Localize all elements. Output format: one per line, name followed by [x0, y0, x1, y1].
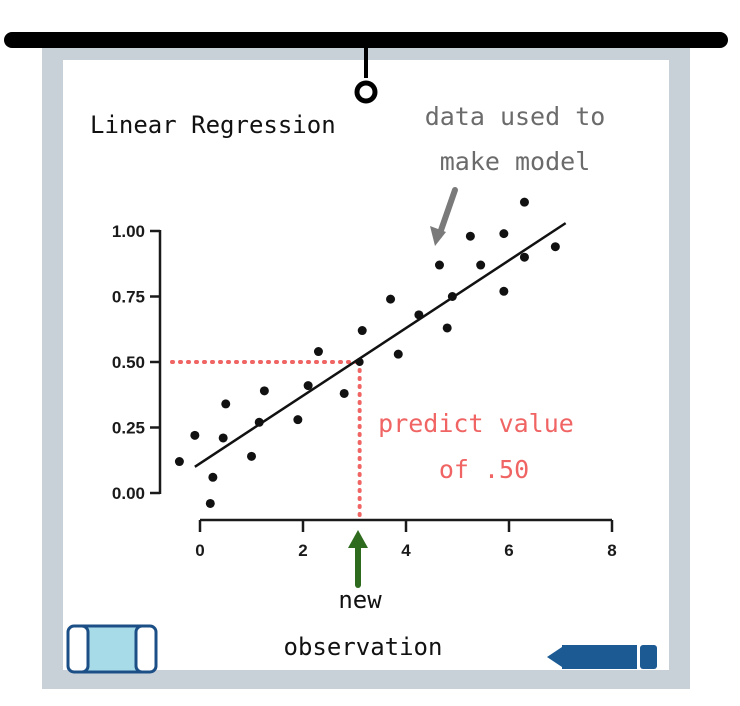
regression-line [194, 222, 567, 468]
data-point [519, 197, 529, 207]
x-tick-label: 8 [607, 541, 616, 560]
data-point [247, 451, 256, 461]
annotation-predict-line-1: predict value [378, 409, 574, 438]
data-point [259, 386, 269, 396]
plot-area: 0.00 0.25 0.50 0.75 1.00 0 2 4 6 8 [112, 197, 617, 560]
annotation-predict-line-2: of .50 [439, 455, 529, 484]
x-tick-label: 4 [401, 541, 411, 560]
data-point [303, 381, 313, 391]
x-tick-label: 2 [298, 541, 307, 560]
data-point [519, 252, 529, 262]
data-point [465, 231, 475, 241]
annotation-new-line-1: new [338, 586, 382, 614]
data-point [174, 457, 184, 467]
annotation-new-line-2: observation [284, 633, 443, 661]
data-point [357, 326, 367, 336]
prediction-point [355, 358, 364, 366]
hanger-hook-icon [354, 48, 378, 104]
chart-title: Linear Regression [90, 111, 336, 139]
data-point [313, 347, 323, 357]
data-point [499, 229, 509, 239]
data-point [386, 294, 396, 304]
eraser-icon [66, 624, 158, 674]
data-point [208, 472, 218, 482]
board-surface [63, 60, 669, 670]
x-tick-label: 6 [504, 541, 513, 560]
data-point [434, 260, 444, 270]
annotation-data-line-1: data used to [425, 102, 606, 131]
data-point [393, 349, 403, 359]
data-point [476, 260, 486, 270]
data-point [442, 323, 452, 333]
y-tick-label: 0.75 [112, 288, 145, 307]
marker-icon [547, 645, 657, 669]
data-point [293, 415, 303, 425]
data-point [190, 430, 200, 440]
data-point [499, 286, 509, 296]
arrow-down-icon [430, 187, 458, 246]
y-tick-label: 0.00 [112, 484, 145, 503]
annotation-data-line-2: make model [440, 147, 591, 176]
data-point [205, 498, 215, 508]
data-point [339, 388, 349, 398]
y-tick-label: 0.50 [112, 353, 145, 372]
data-point [550, 242, 560, 252]
data-point [221, 399, 231, 409]
x-tick-label: 0 [195, 541, 204, 560]
y-tick-label: 0.25 [112, 419, 145, 438]
y-tick-label: 1.00 [112, 222, 145, 241]
arrow-up-icon [348, 530, 368, 588]
data-point [218, 433, 228, 443]
